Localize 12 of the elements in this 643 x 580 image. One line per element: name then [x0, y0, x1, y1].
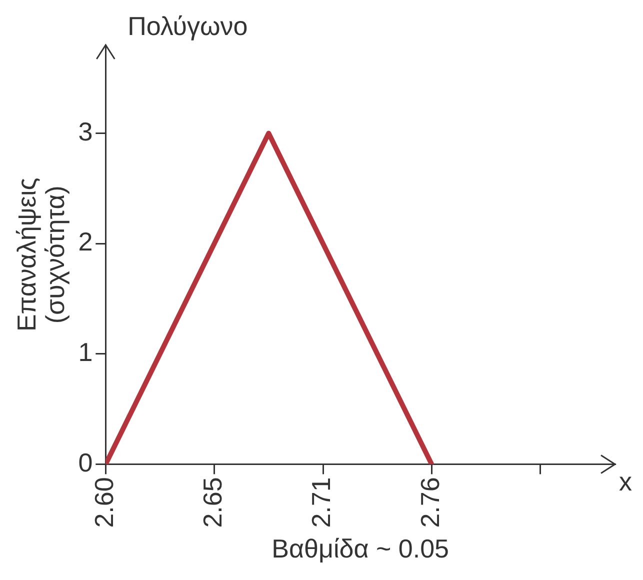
- x-tick-label: 2.76: [414, 477, 445, 528]
- y-tick-label: 0: [78, 447, 93, 478]
- chart-title: Πολύγωνο: [128, 11, 248, 42]
- x-tick-label: 2.60: [88, 477, 119, 528]
- y-tick-label: 2: [78, 226, 93, 257]
- x-axis-title: Βαθμίδα ~ 0.05: [272, 534, 449, 564]
- text: x: [619, 466, 632, 496]
- y-tick-label: 1: [78, 337, 93, 368]
- y-axis-title: Επαναλήψεις (συχνότητα): [11, 178, 70, 332]
- x-tick-label: 2.65: [197, 477, 228, 528]
- x-tick-label: 2.71: [306, 477, 336, 528]
- y-tick-label: 3: [78, 116, 93, 146]
